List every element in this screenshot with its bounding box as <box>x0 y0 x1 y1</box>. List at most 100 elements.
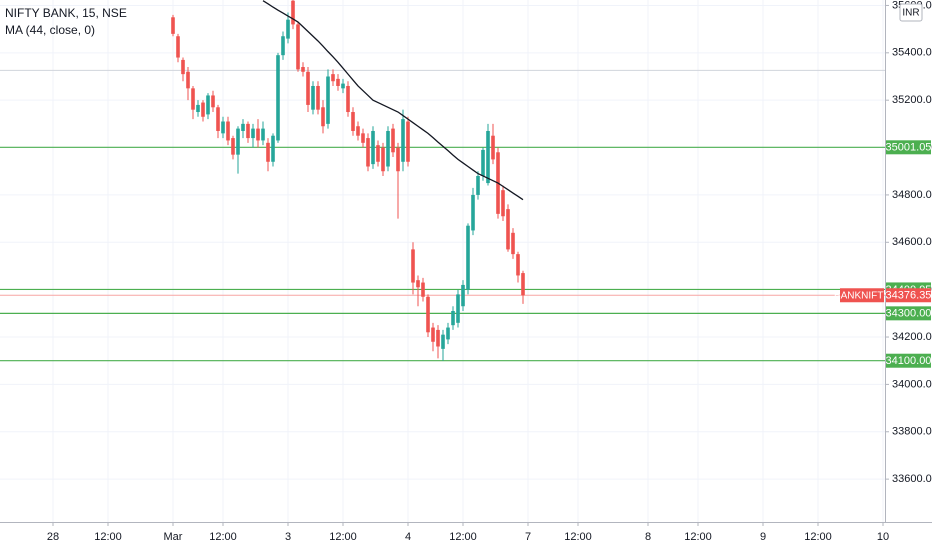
candle-body <box>316 85 320 110</box>
candle-body <box>521 273 525 296</box>
x-tick-label: 12:00 <box>209 531 237 543</box>
candle-body <box>241 123 245 131</box>
candle-body <box>236 128 240 155</box>
x-tick-label: 3 <box>285 531 291 543</box>
candle-body <box>446 327 450 340</box>
candle-body <box>366 138 370 167</box>
candle-body <box>321 107 325 127</box>
candle-body <box>511 232 515 255</box>
candle-body <box>301 67 305 72</box>
candle-body <box>411 249 415 283</box>
x-tick-label: 8 <box>645 531 651 543</box>
candle-body <box>231 138 235 155</box>
candle-body <box>286 19 290 39</box>
currency: INR <box>902 8 919 19</box>
candle-body <box>356 126 360 136</box>
chart-title: NIFTY BANK, 15, NSE <box>5 6 127 20</box>
candle-body <box>266 142 270 162</box>
currency-box[interactable] <box>899 3 923 22</box>
moving-average <box>262 0 524 201</box>
candle-body <box>291 0 295 25</box>
candle-body <box>371 130 375 165</box>
candle-body <box>306 71 310 105</box>
candle-body <box>516 254 520 276</box>
candle-body <box>296 24 300 70</box>
y-tick-label: 33600.00 <box>892 473 932 485</box>
candle-body <box>391 128 395 153</box>
candle-body <box>186 71 190 89</box>
level-label: 34300.00 <box>886 308 932 320</box>
candle-body <box>361 133 365 143</box>
x-tick-label: 12:00 <box>94 531 122 543</box>
candle-body <box>481 149 485 176</box>
indicator-legend: MA (44, close, 0) <box>5 23 95 37</box>
candle-body <box>461 284 465 307</box>
x-tick-label: 12:00 <box>449 531 477 543</box>
candle-body <box>181 59 185 75</box>
symbol-label: BANKNIFTY <box>834 290 890 301</box>
candle-body <box>206 95 210 115</box>
x-tick-label: 7 <box>525 531 531 543</box>
level-label: 35001.05 <box>886 142 932 154</box>
level-label-box <box>886 353 931 368</box>
symbol-label-box <box>840 288 884 303</box>
candle-body <box>351 112 355 131</box>
candle-body <box>476 175 480 195</box>
x-tick-label: 28 <box>47 531 59 543</box>
y-tick-label: 34000.00 <box>892 378 932 390</box>
level-label: 34100.00 <box>886 355 932 367</box>
candle-body <box>376 145 380 162</box>
candle-body <box>251 128 255 139</box>
candle-body <box>426 296 430 333</box>
candle-body <box>326 76 330 124</box>
candle-body <box>421 282 425 297</box>
candle-body <box>471 194 475 231</box>
candle-body <box>196 104 200 113</box>
x-tick-label: 12:00 <box>804 531 832 543</box>
candle-body <box>341 83 345 89</box>
candle-body <box>386 130 390 167</box>
level-label-box <box>886 306 931 321</box>
candle-body <box>176 36 180 58</box>
last-price-box <box>886 288 931 303</box>
candle-body <box>216 107 220 131</box>
candle-body <box>171 17 175 34</box>
candle-body <box>276 55 280 141</box>
candle-body <box>201 102 205 117</box>
grid <box>0 0 885 522</box>
candle-body <box>271 135 275 162</box>
candle-body <box>226 121 230 141</box>
candle-body <box>491 135 495 160</box>
candle-body <box>331 74 335 82</box>
candle-body <box>416 280 420 288</box>
x-tick-label: 10 <box>877 531 889 543</box>
candle-body <box>396 147 400 172</box>
candle-body <box>501 190 505 217</box>
y-tick-label: 34800.00 <box>892 189 932 201</box>
candle-body <box>401 119 405 162</box>
candle-body <box>221 121 225 134</box>
candle-body <box>246 123 250 139</box>
candle-body <box>281 36 285 56</box>
candle-body <box>261 128 265 141</box>
x-tick-label: 9 <box>760 531 766 543</box>
y-tick-label: 33800.00 <box>892 426 932 438</box>
last-price-label: 34376.35 <box>886 290 932 302</box>
candle-body <box>336 78 340 86</box>
x-tick-label: 12:00 <box>684 531 712 543</box>
candle-body <box>456 294 460 323</box>
y-tick-label: 35200.00 <box>892 94 932 106</box>
axes: 33600.0033800.0034000.0034200.0034400.00… <box>47 0 932 543</box>
x-tick-label: 4 <box>405 531 411 543</box>
candle-body <box>486 130 490 184</box>
y-tick-label: 34600.00 <box>892 236 932 248</box>
y-tick-label: 35400.00 <box>892 47 932 59</box>
candle-body <box>191 88 195 110</box>
candle-body <box>406 121 410 162</box>
candle-body <box>381 147 385 172</box>
x-tick-label: 12:00 <box>564 531 592 543</box>
candle-body <box>346 85 350 113</box>
level-label-box <box>886 140 931 155</box>
candle-body <box>431 327 435 342</box>
